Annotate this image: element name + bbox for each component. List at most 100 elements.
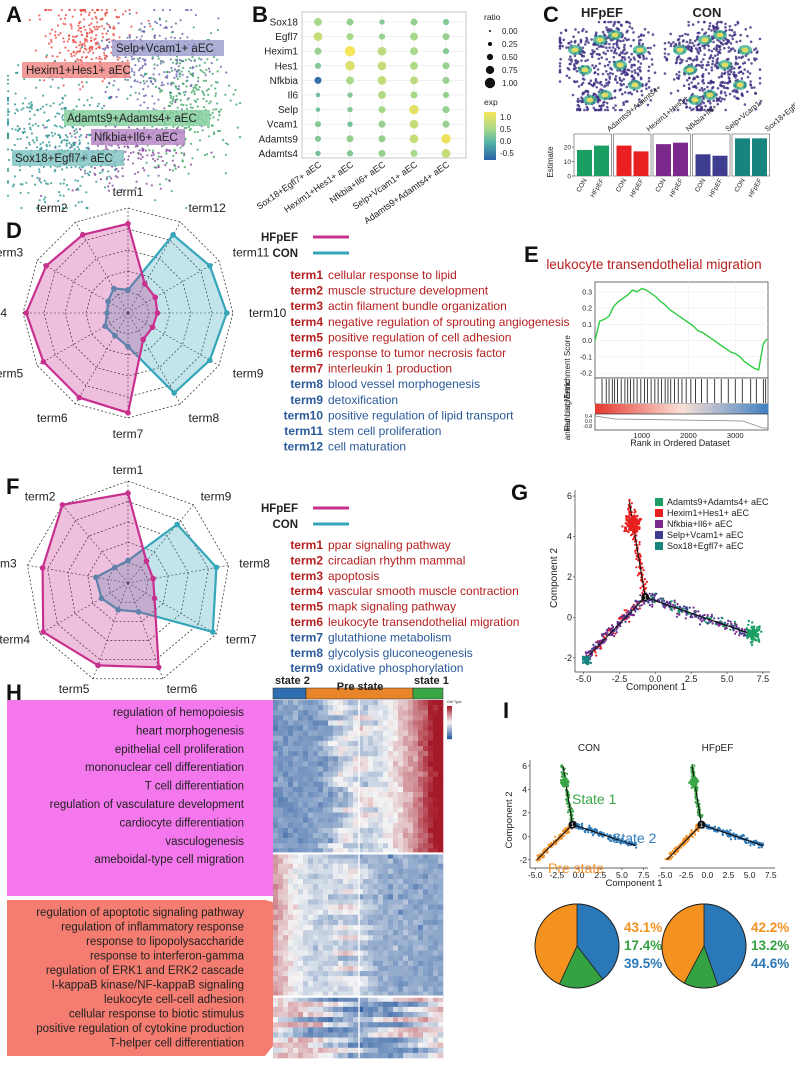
heatmap-cell (298, 807, 304, 813)
density-point (614, 78, 617, 82)
heatmap-cell (408, 838, 414, 844)
heatmap-cell (433, 827, 439, 834)
dotplot-dot (410, 76, 418, 85)
heatmap-cell (288, 746, 294, 752)
radar-axis-label: term5 (59, 682, 90, 696)
heatmap-cell (408, 746, 414, 752)
density-point (603, 108, 607, 112)
term-id: term1 (290, 268, 323, 282)
e-xlabel: Rank in Ordered Dataset (630, 438, 730, 448)
heatmap-cell (303, 735, 309, 742)
heatmap-cell (293, 812, 299, 818)
heatmap-cell (323, 720, 329, 726)
heatmap-cell (343, 817, 349, 824)
heatmap-cell (308, 761, 314, 767)
heatmap-cell (328, 812, 334, 818)
umap-point (100, 25, 103, 28)
heatmap-cell (288, 797, 294, 803)
radar-point (174, 521, 180, 528)
umap-point (184, 58, 187, 62)
umap-point (72, 41, 75, 44)
heatmap-cell (278, 868, 284, 875)
heatmap-cell (313, 740, 319, 747)
heatmap-cell (438, 700, 444, 706)
heatmap-cell (298, 705, 304, 711)
heatmap-cell (383, 781, 389, 788)
heatmap-cell (363, 822, 369, 829)
trajectory-point (653, 594, 657, 597)
density-point (706, 85, 709, 89)
heatmap-cell (313, 771, 319, 778)
density-point (622, 78, 626, 81)
dotplot-dot (378, 33, 386, 40)
density-point (618, 88, 621, 92)
heatmap-cell (373, 858, 379, 864)
heatmap-cell (293, 761, 299, 767)
heatmap-cell (293, 863, 299, 870)
heatmap-cell (398, 792, 404, 798)
density-point (727, 40, 731, 44)
heatmap-cell (413, 858, 419, 864)
trajectory-point (636, 520, 640, 524)
panel-a-umap: Hexim1+Hes1+ aEC Selp+Vcam1+ aEC Adamts9… (6, 8, 242, 210)
umap-point (143, 101, 146, 104)
umap-point (178, 75, 181, 78)
density-point (611, 72, 614, 76)
trajectory-point (597, 641, 600, 644)
density-point (581, 46, 585, 50)
density-point (685, 40, 689, 44)
umap-point (77, 24, 80, 27)
density-point (715, 49, 718, 52)
trajectory-point (706, 622, 709, 625)
umap-point (6, 78, 10, 81)
density-point (703, 46, 706, 50)
heatmap-cell (343, 710, 349, 716)
term-description: oxidative phosphorylation (328, 661, 463, 675)
heatmap-cell (273, 792, 279, 798)
umap-point (217, 110, 221, 113)
umap-point (164, 76, 167, 79)
umap-point (151, 151, 155, 154)
heatmap-cell (333, 715, 339, 721)
heatmap-cell (333, 838, 339, 844)
heatmap-cell (353, 751, 359, 757)
umap-point (95, 47, 98, 50)
density-point (599, 44, 603, 48)
umap-point (191, 67, 194, 70)
umap-point (201, 129, 204, 132)
heatmap-cell (398, 802, 404, 808)
umap-point (34, 122, 37, 125)
heatmap-cell (433, 700, 439, 706)
heatmap-cell (333, 807, 339, 813)
density-point (710, 49, 714, 53)
umap-point (100, 58, 103, 61)
panel-d-radar: term1term12term11term10term9term8term7te… (0, 185, 570, 454)
heatmap-cell (293, 746, 299, 752)
heatmap-cell (378, 822, 384, 829)
dotplot-dot (377, 61, 387, 71)
heatmap-cell (433, 797, 439, 803)
heatmap-cell (333, 792, 339, 798)
heatmap-cell (293, 725, 299, 731)
umap-point (181, 32, 184, 36)
e-rank-strip (668, 404, 674, 414)
e-rank-strip (703, 404, 708, 414)
x-tick: -2.5 (612, 674, 628, 684)
density-point (669, 92, 673, 95)
trajectory-point (634, 549, 637, 553)
heatmap-cell (348, 786, 354, 793)
umap-point (193, 90, 196, 93)
heatmap-cell (388, 735, 394, 742)
heatmap-cell (308, 776, 314, 783)
umap-point (22, 107, 25, 110)
umap-point (62, 118, 65, 121)
heatmap-cell (338, 807, 344, 813)
heatmap-cell (278, 740, 284, 747)
term-description: positive regulation of lipid transport (328, 408, 514, 422)
heatmap-cell (308, 710, 314, 716)
term-id: term3 (290, 299, 323, 313)
heatmap-cell (298, 756, 304, 762)
heatmap-cell (398, 817, 404, 824)
density-point (572, 35, 575, 38)
heatmap-cell (293, 802, 299, 808)
